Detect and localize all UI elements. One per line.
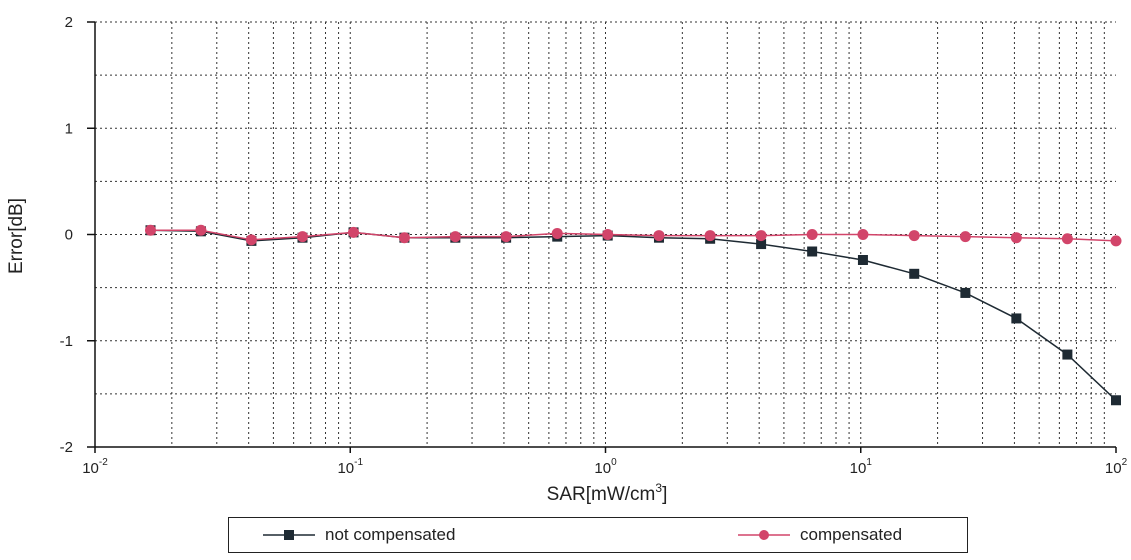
- point-not-compensated: [857, 255, 868, 265]
- point-compensated: [195, 224, 207, 236]
- point-compensated: [857, 229, 869, 240]
- x-axis-title-main: SAR[mW/cm: [547, 484, 656, 505]
- y-tick-label: -2: [60, 439, 73, 456]
- y-axis-title: Error[dB]: [6, 198, 27, 274]
- point-compensated: [398, 232, 410, 244]
- legend: not compensated compensated: [228, 517, 968, 553]
- legend-swatch-compensated: [738, 530, 790, 540]
- x-axis-title: SAR[mW/cm3]: [547, 481, 668, 505]
- legend-item-compensated: compensated: [734, 518, 902, 552]
- point-compensated: [704, 230, 716, 242]
- point-compensated: [500, 231, 512, 243]
- axes: [87, 21, 1117, 453]
- point-not-compensated: [960, 287, 971, 298]
- point-compensated: [908, 230, 920, 242]
- point-compensated: [602, 229, 614, 240]
- point-compensated: [551, 227, 563, 239]
- series-line-not-compensated: [150, 229, 1117, 401]
- point-compensated: [653, 230, 665, 242]
- legend-swatch-not-compensated: [263, 530, 315, 540]
- point-compensated: [296, 231, 308, 243]
- y-tick-label: 1: [65, 120, 73, 137]
- y-tick-label: -1: [60, 333, 73, 350]
- x-tick-label: 101: [850, 457, 873, 477]
- point-compensated: [1110, 235, 1122, 247]
- x-tick-label: 102: [1105, 457, 1128, 477]
- x-axis-title-sup: 3: [655, 481, 662, 495]
- point-not-compensated: [1011, 313, 1022, 324]
- point-compensated: [755, 230, 767, 242]
- point-not-compensated: [756, 239, 767, 250]
- series-line-compensated: [150, 229, 1117, 242]
- point-compensated: [449, 231, 461, 243]
- point-not-compensated: [909, 268, 920, 279]
- point-not-compensated: [1062, 349, 1073, 360]
- legend-label-compensated: compensated: [800, 525, 903, 544]
- error-vs-sar-chart: 210-1-210-2 10-1 100 101 102 Error[dB] SAR[m…: [6, 14, 1128, 505]
- y-tick-label: 2: [65, 14, 73, 31]
- y-tick-label: 0: [65, 227, 73, 244]
- point-not-compensated: [807, 246, 818, 257]
- x-tick-label: 100: [594, 457, 617, 477]
- point-compensated: [1010, 232, 1022, 244]
- point-compensated: [348, 226, 360, 238]
- legend-label-not-compensated: not compensated: [325, 525, 456, 544]
- point-compensated: [145, 224, 157, 236]
- point-compensated: [959, 231, 971, 243]
- point-compensated: [1061, 233, 1073, 245]
- x-axis-title-close: ]: [662, 484, 667, 505]
- point-compensated: [806, 229, 818, 240]
- legend-item-not-compensated: not compensated: [259, 518, 455, 552]
- point-compensated: [245, 234, 257, 246]
- point-not-compensated: [1111, 395, 1121, 406]
- series-layer: [145, 224, 1122, 406]
- grid: [95, 21, 1116, 447]
- x-tick-label: 10-1: [337, 457, 363, 477]
- tick-labels: 210-1-210-2 10-1 100 101 102: [60, 14, 1128, 477]
- x-tick-label: 10-2: [82, 457, 108, 477]
